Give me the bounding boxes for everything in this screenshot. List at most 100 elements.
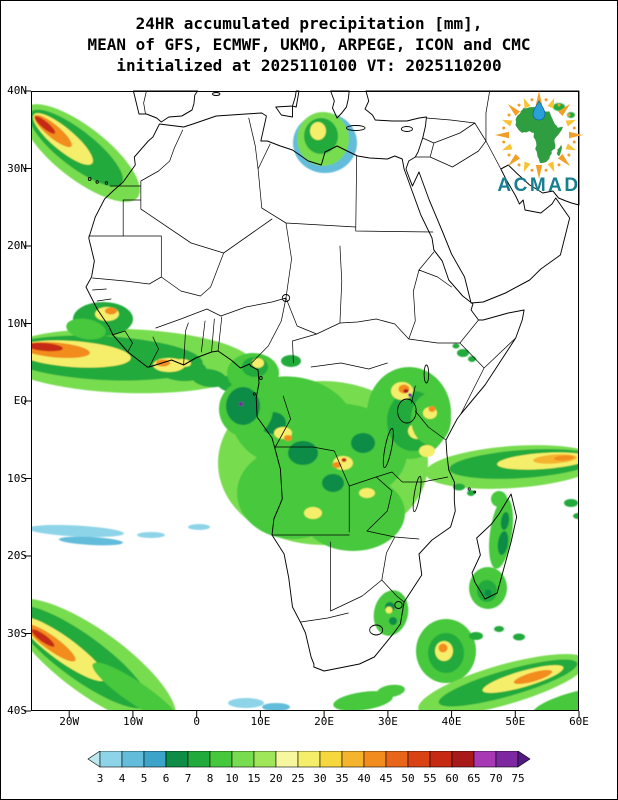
sun-dot [544,98,548,102]
colorbar-label: 70 [489,772,502,785]
lon-tick-label: 40E [441,715,462,728]
precip-shade [301,475,405,551]
water-drop-icon [532,100,546,121]
precip-shade [567,112,575,118]
sun-ray [547,98,555,109]
colorbar-segment [209,750,233,768]
colorbar-segment [473,750,497,768]
lat-tick-label: EQ [13,394,27,407]
colorbar-label: 30 [313,772,326,785]
precip-shade [92,662,180,711]
colorbar-label: 7 [185,772,192,785]
precip-shade [238,401,244,407]
precipitation-map [24,90,580,718]
colorbar-segment [187,750,211,768]
colorbar-segment [341,750,365,768]
sun-dot [502,126,506,130]
sun-ray [569,131,583,139]
precip-shade [59,536,123,546]
precip-shade [489,497,513,569]
colorbar-label: 65 [467,772,480,785]
precip-shade [351,433,375,453]
colorbar-segment [451,750,475,768]
precip-shade [359,488,375,498]
precip-shade [468,356,476,362]
colorbar-label: 60 [445,772,458,785]
sun-dot [502,140,506,144]
lakes-and-islands [87,92,477,636]
colorbar-label: 8 [207,772,214,785]
sun-ray [535,91,543,105]
precip-shade [31,629,55,647]
precip-shade [288,441,318,465]
colorbar-arrow-left [87,750,101,768]
precip-shade [484,589,492,597]
precip-shade [188,524,210,530]
sun-dot [530,98,534,102]
colorbar-label: 10 [225,772,238,785]
colorbar-label: 5 [141,772,148,785]
sun-dot [572,126,576,130]
colorbar-label: 40 [357,772,370,785]
precip-shade [333,691,393,711]
sun-dot [530,168,534,172]
title-line1: 24HR accumulated precipitation [mm], [135,14,483,33]
precip-shade [31,342,63,352]
precip-shade [385,606,393,614]
precip-shade [438,643,448,653]
precip-shade [428,406,436,412]
map-title: 24HR accumulated precipitation [mm], MEA… [1,13,617,76]
colorbar-label: 15 [247,772,260,785]
precip-shade [105,307,117,315]
precip-shade [262,703,290,711]
precip-shade [513,633,525,641]
lat-tick-label: 40S [7,704,27,717]
sun-rays [495,91,583,179]
other-coastlines [132,90,580,304]
colorbar-label: 20 [269,772,282,785]
precip-shade [453,483,465,491]
precip-shade [452,343,460,349]
precip-shade [554,455,574,461]
colorbar-legend: 3 4 5 6 7 8 10 15 20 25 30 35 40 45 50 55 60 65 70 75 [79,750,539,791]
lat-tick-label: 20S [7,549,27,562]
map-frame [31,91,579,711]
colorbar-label: 25 [291,772,304,785]
lat-tick-label: 30N [7,161,27,175]
colorbar-label: 4 [119,772,126,785]
precip-shade [389,617,397,625]
colorbar-segment [297,750,321,768]
precip-shade [408,393,412,397]
acmad-logo-text: ACMAD [497,175,580,196]
sun-dot [544,168,548,172]
precip-shade [228,698,264,708]
colorbar-segment [231,750,255,768]
precip-shade [34,116,56,134]
precip-shade [284,435,292,441]
sun-dot [572,140,576,144]
lon-tick-label: 50E [505,715,526,728]
precip-shade [226,387,260,425]
precip-shade [513,669,553,685]
precip-shade [310,122,326,140]
precip-shade [457,349,469,357]
colorbar-segment [143,750,167,768]
lat-tick-label: 10S [7,471,27,485]
sun-ray [502,119,513,127]
sun-ray [535,165,543,179]
precip-shade [137,532,165,538]
colorbar-segment [407,750,431,768]
colorbar-arrow-right [517,750,531,768]
colorbar-segment [495,750,519,768]
precip-shade [322,474,344,492]
lon-tick-label: 10W [122,715,143,728]
country-borders [88,90,517,623]
precip-shade [281,355,301,367]
colorbar-segment [275,750,299,768]
colorbar-segment [429,750,453,768]
colorbar-segment [121,750,145,768]
sun-ray [502,143,513,151]
precip-shade [332,462,342,468]
precip-shade [469,632,483,640]
